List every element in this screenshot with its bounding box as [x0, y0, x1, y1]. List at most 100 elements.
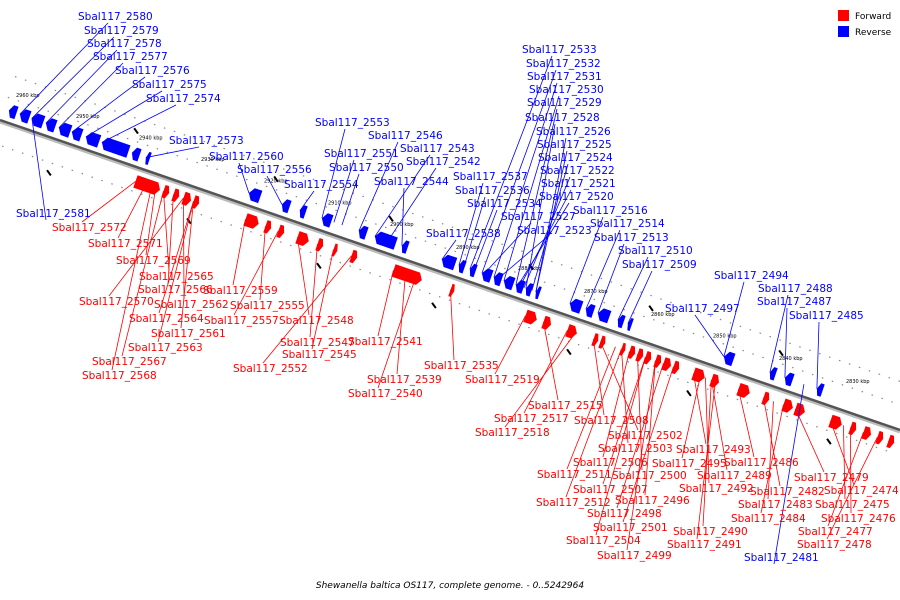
reverse-gene-arrow [627, 318, 634, 331]
leader-line [71, 76, 146, 133]
leader-line [145, 188, 156, 256]
scale-label: 2870 kbp [584, 289, 608, 295]
reverse-gene-arrow [441, 254, 458, 271]
legend: Forward Reverse [838, 10, 892, 38]
leader-line [81, 181, 136, 223]
reverse-gene-arrow [374, 231, 398, 250]
forward-gene-arrow [861, 426, 871, 440]
gene-label: Sbal117_2578 [87, 38, 162, 50]
leader-line [167, 194, 174, 285]
gene-label: Sbal117_2483 [738, 499, 813, 511]
leader-line [597, 243, 625, 314]
leader-line [850, 427, 852, 514]
leader-line [626, 360, 656, 551]
gene-label: Sbal117_2563 [128, 342, 203, 354]
leader-line [358, 141, 399, 232]
tick-mark [778, 349, 784, 357]
scale-label: 2960 kbp [16, 93, 40, 99]
leader-line [827, 432, 864, 527]
leader-line [543, 321, 559, 401]
gene-labels: Sbal117_2580Sbal117_2579Sbal117_2578Sbal… [16, 11, 899, 564]
tick-mark [316, 262, 322, 270]
leader-line [311, 249, 334, 350]
leader-line [696, 381, 716, 540]
reverse-gene-arrow [358, 225, 369, 240]
gene-label: Sbal117_2506 [573, 457, 648, 469]
forward-gene-arrow [643, 351, 652, 365]
gene-label: Sbal117_2571 [88, 238, 163, 250]
gene-label: Sbal117_2534 [467, 198, 542, 210]
forward-gene-arrow [598, 335, 606, 349]
gene-label: Sbal117_2557 [204, 315, 279, 327]
leader-line [183, 197, 185, 300]
reverse-gene-arrow [31, 113, 46, 129]
tick-mark [686, 390, 692, 397]
leader-line [377, 277, 416, 389]
gene-label: Sbal117_2478 [797, 539, 872, 551]
gene-label: Sbal117_2567 [92, 356, 167, 368]
gene-label: Sbal117_2531 [527, 71, 602, 83]
scale-label: 2850 kbp [713, 333, 737, 339]
gene-label: Sbal117_2476 [821, 513, 896, 525]
leader-line [321, 128, 346, 219]
legend-reverse-label: Reverse [855, 28, 892, 38]
leader-line [760, 404, 784, 514]
leader-line [602, 356, 646, 485]
gene-label: Sbal117_2552 [233, 363, 308, 375]
forward-gene-arrow [619, 342, 626, 356]
gene-label: Sbal117_2565 [139, 271, 214, 283]
gene-label: Sbal117_2570 [79, 296, 154, 308]
forward-gene-arrow [886, 434, 895, 449]
scale-label: 2840 kbp [779, 356, 803, 362]
gene-label: Sbal117_2540 [348, 388, 423, 400]
leader-line [463, 196, 486, 268]
gene-label: Sbal117_2500 [612, 470, 687, 482]
gene-label: Sbal117_2501 [593, 522, 668, 534]
gene-label: Sbal117_2474 [824, 485, 899, 497]
gene-label: Sbal117_2566 [138, 284, 213, 296]
gene-label: Sbal117_2482 [750, 486, 825, 498]
gene-label: Sbal117_2516 [573, 205, 648, 217]
reverse-gene-arrow [784, 372, 795, 387]
scale-label: 2930 kbp [201, 157, 225, 163]
leader-line [600, 341, 639, 431]
leader-line [523, 330, 568, 414]
guide-line [14, 75, 900, 382]
leader-line [705, 377, 710, 484]
reverse-gene-arrow [19, 109, 32, 124]
leader-line [121, 191, 164, 357]
gene-label: Sbal117_2487 [757, 296, 832, 308]
gene-label: Sbal117_2522 [540, 165, 615, 177]
leader-line [299, 190, 315, 211]
leader-line [238, 162, 250, 194]
forward-gene-arrow [276, 224, 285, 238]
gene-label: Sbal117_2503 [598, 443, 673, 455]
gene-label: Sbal117_2547 [280, 337, 355, 349]
gene-label: Sbal117_2535 [424, 360, 499, 372]
leader-line [565, 348, 622, 498]
leader-line [523, 176, 571, 288]
leader-line [723, 281, 745, 357]
forward-gene-arrow [781, 398, 793, 413]
leader-line [504, 332, 576, 428]
reverse-gene-arrow [569, 298, 584, 314]
scale-label: 2920 kbp [264, 179, 288, 185]
leader-line [108, 197, 184, 297]
gene-label: Sbal117_2511 [537, 469, 612, 481]
leader-line [158, 201, 194, 314]
gene-label: Sbal117_2524 [538, 152, 613, 164]
reverse-gene-arrow [617, 314, 626, 329]
leader-line [644, 360, 656, 496]
gene-label: Sbal117_2485 [789, 310, 864, 322]
leader-line [531, 163, 569, 291]
scale-label: 2880 kbp [518, 266, 542, 272]
leader-line [621, 348, 629, 444]
gene-label: Sbal117_2553 [315, 117, 390, 129]
gene-label: Sbal117_2533 [522, 44, 597, 56]
leader-line [503, 95, 560, 281]
axis-shadow [0, 119, 900, 434]
forward-gene-arrow [541, 315, 551, 330]
reverse-gene-arrow [503, 276, 516, 291]
leader-line [497, 236, 548, 280]
gene-label: Sbal117_2555 [230, 300, 305, 312]
